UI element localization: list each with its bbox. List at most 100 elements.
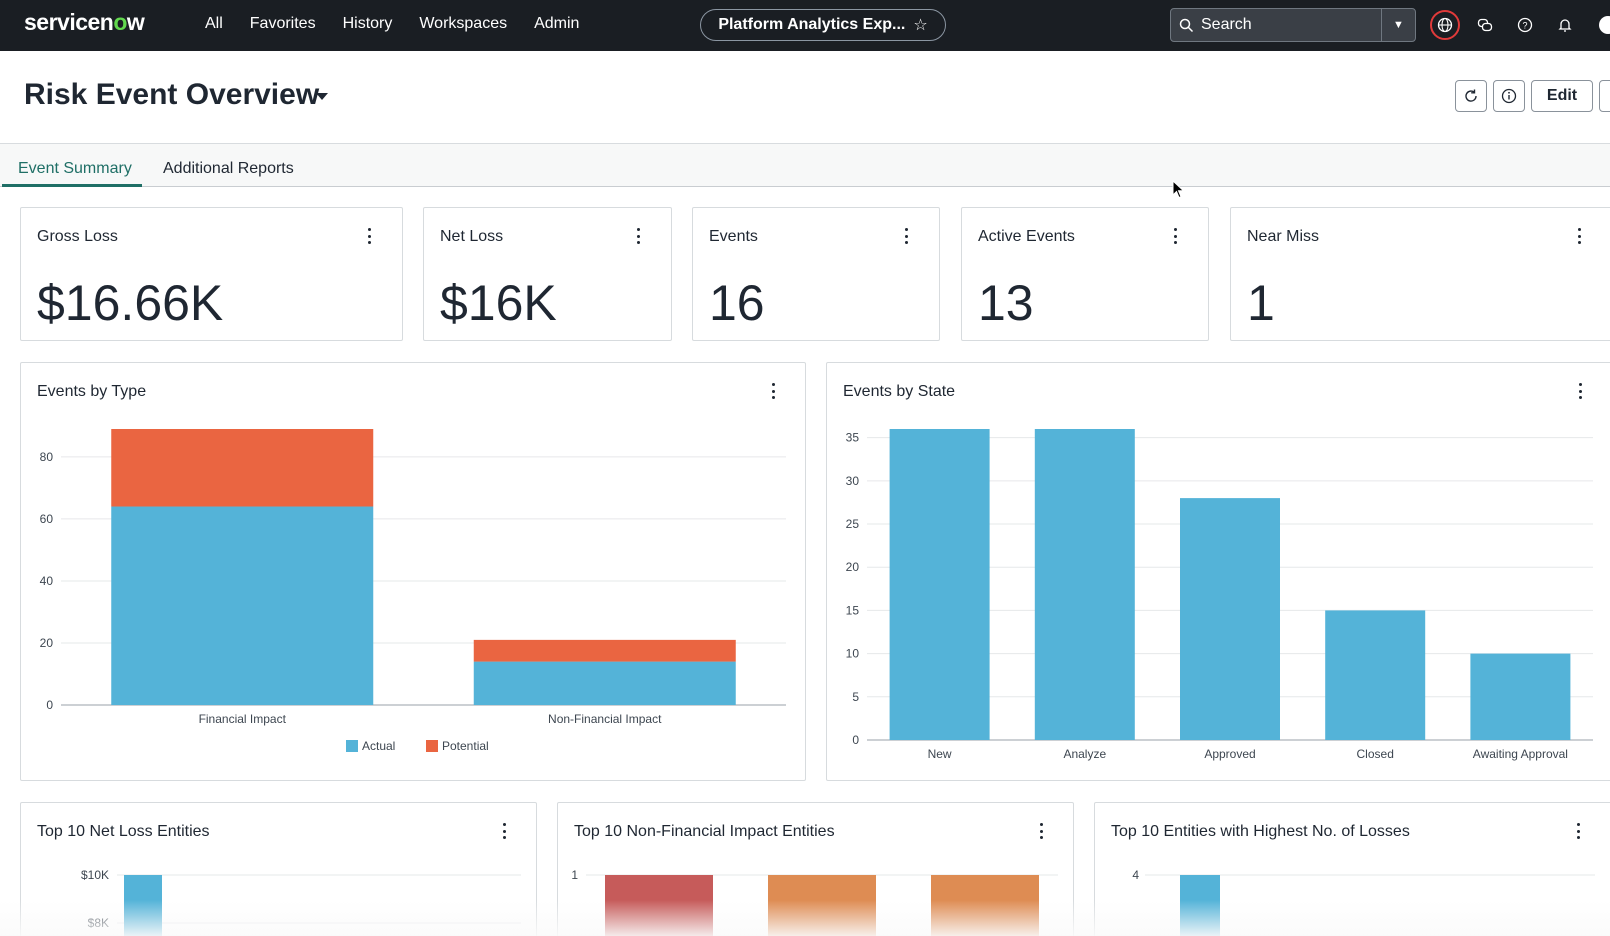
x-tick-label: Approved	[1204, 747, 1255, 761]
more-vert-icon[interactable]	[770, 383, 776, 399]
bell-icon[interactable]	[1550, 10, 1580, 40]
more-vert-icon[interactable]	[1038, 823, 1044, 839]
events-by-state-chart: 0 5 10 15 20 25 30 35 New Analyze Approved Closed Aw…	[846, 429, 1593, 761]
more-vert-icon[interactable]	[366, 228, 372, 244]
x-tick-label: New	[928, 747, 952, 761]
kpi-title: Active Events	[978, 228, 1075, 245]
page-header: Risk Event Overview Edit	[0, 51, 1610, 144]
more-vert-icon[interactable]	[635, 228, 641, 244]
search-scope-dropdown[interactable]: ▼	[1381, 9, 1415, 41]
mouse-cursor-icon	[1172, 180, 1185, 199]
y-tick-label: 5	[852, 690, 859, 704]
refresh-icon	[1465, 89, 1477, 102]
y-tick-label: 4	[1132, 868, 1139, 882]
more-vert-icon[interactable]	[1575, 823, 1581, 839]
y-tick-label: $10K	[81, 868, 109, 882]
nav-history[interactable]: History	[342, 15, 393, 32]
tab-additional-reports[interactable]: Additional Reports	[163, 160, 294, 177]
kpi-title: Near Miss	[1247, 228, 1320, 245]
info-button[interactable]	[1493, 80, 1525, 112]
chart-title: Events by State	[843, 383, 956, 400]
more-vert-icon[interactable]	[1576, 228, 1582, 244]
x-tick-label: Awaiting Approval	[1473, 747, 1568, 761]
more-vert-icon[interactable]	[903, 228, 909, 244]
nav-workspaces[interactable]: Workspaces	[419, 15, 508, 32]
svg-text:?: ?	[1522, 21, 1527, 31]
kpi-value: 16	[709, 275, 765, 331]
chart-title: Top 10 Non-Financial Impact Entities	[574, 823, 835, 840]
global-search: ▼	[1170, 8, 1416, 42]
nav-all[interactable]: All	[205, 15, 223, 32]
y-tick-label: 0	[852, 733, 859, 747]
bottom-fade	[0, 900, 1610, 936]
x-tick-label: Non-Financial Impact	[548, 712, 662, 726]
kpi-value: $16.66K	[37, 275, 224, 331]
bar	[889, 429, 990, 740]
more-vert-icon[interactable]	[1577, 383, 1583, 399]
nav-favorites[interactable]: Favorites	[249, 15, 316, 32]
y-tick-label: 0	[46, 698, 53, 712]
star-icon[interactable]: ☆	[913, 17, 928, 34]
dashboard-tabs: Event Summary Additional Reports	[0, 144, 1610, 187]
kpi-title: Net Loss	[440, 228, 504, 245]
more-vert-icon[interactable]	[501, 823, 507, 839]
x-tick-label: Analyze	[1063, 747, 1106, 761]
title-dropdown-caret[interactable]	[316, 93, 328, 100]
chart-card-events-by-state: Events by State 0 5 10 15 20 25 30 35 New Analyze…	[826, 362, 1610, 781]
y-tick-label: 30	[846, 474, 860, 488]
page-title: Risk Event Overview	[24, 78, 320, 111]
top-nav: servicenow All Favorites History Workspa…	[0, 0, 1610, 51]
y-tick-label: 1	[571, 868, 578, 882]
kpi-title: Gross Loss	[37, 228, 118, 245]
avatar[interactable]	[1590, 10, 1610, 40]
refresh-button[interactable]	[1455, 80, 1487, 112]
y-tick-label: 25	[846, 517, 860, 531]
bar	[1180, 498, 1280, 740]
bar-potential	[111, 429, 374, 507]
bar	[1470, 653, 1571, 740]
nav-icons: ?	[1430, 10, 1610, 40]
legend-swatch	[346, 740, 358, 752]
kpi-value: 13	[978, 275, 1034, 331]
legend-label: Potential	[442, 739, 489, 753]
y-tick-label: 80	[40, 450, 54, 464]
kpi-title: Events	[709, 228, 758, 245]
kpi-card-net-loss: Net Loss $16K	[423, 207, 672, 341]
edit-button[interactable]: Edit	[1531, 80, 1593, 112]
y-tick-label: 35	[846, 431, 860, 445]
chart-title: Top 10 Net Loss Entities	[37, 823, 210, 840]
y-tick-label: 15	[846, 603, 860, 617]
x-tick-label: Closed	[1357, 747, 1394, 761]
kpi-value: $16K	[440, 275, 557, 331]
more-vert-icon[interactable]	[1172, 228, 1178, 244]
chart-title: Top 10 Entities with Highest No. of Loss…	[1111, 823, 1410, 840]
chart-title: Events by Type	[37, 383, 147, 400]
bar-actual	[111, 506, 374, 705]
context-pill[interactable]: Platform Analytics Exp... ☆	[700, 9, 946, 41]
more-options-button[interactable]	[1599, 80, 1610, 112]
context-pill-label: Platform Analytics Exp...	[718, 16, 906, 33]
legend-swatch	[426, 740, 438, 752]
y-tick-label: 20	[846, 560, 860, 574]
tab-event-summary[interactable]: Event Summary	[18, 160, 132, 177]
search-input[interactable]	[1201, 16, 1371, 34]
brand-logo[interactable]: servicenow	[24, 9, 145, 35]
events-by-type-chart: 0 20 40 60 80 Financial Impact Non-Financial I…	[40, 429, 786, 753]
bar	[1034, 429, 1135, 740]
bar	[1325, 610, 1426, 740]
info-icon	[1501, 88, 1517, 104]
nav-menu: All Favorites History Workspaces Admin	[205, 15, 606, 33]
y-tick-label: 40	[40, 574, 54, 588]
active-tab-indicator	[2, 184, 142, 187]
search-icon	[1171, 18, 1201, 33]
help-icon[interactable]: ?	[1510, 10, 1540, 40]
bar-potential	[473, 639, 736, 662]
y-tick-label: 60	[40, 512, 54, 526]
kpi-card-gross-loss: Gross Loss $16.66K	[20, 207, 403, 341]
globe-icon[interactable]	[1430, 10, 1460, 40]
chart-card-events-by-type: Events by Type 0 20 40 60 80 Financial Impact…	[20, 362, 806, 781]
y-tick-label: 10	[846, 647, 860, 661]
kpi-card-events: Events 16	[692, 207, 940, 341]
chat-icon[interactable]	[1470, 10, 1500, 40]
nav-admin[interactable]: Admin	[534, 15, 580, 32]
